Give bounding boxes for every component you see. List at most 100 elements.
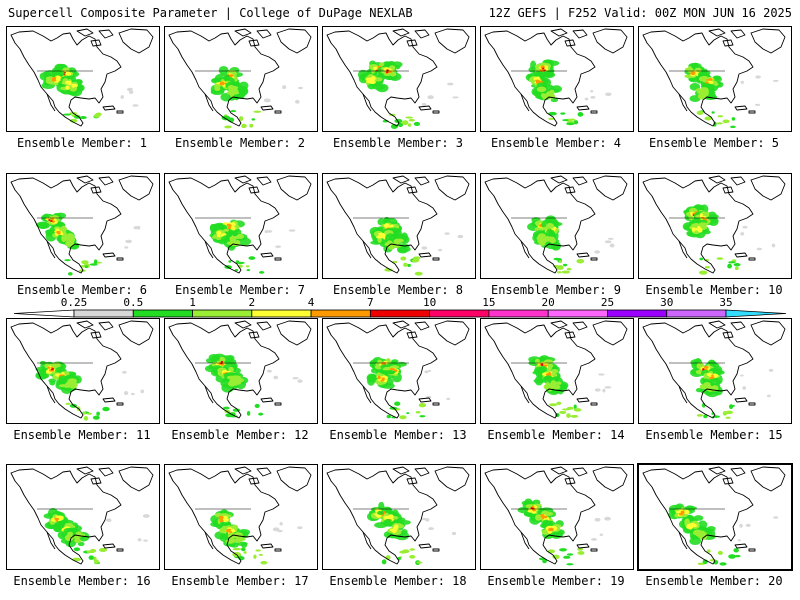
north-america-map	[326, 28, 470, 129]
ensemble-map-panel	[638, 26, 792, 132]
coastline-outline	[326, 466, 470, 565]
parameter-field	[527, 215, 615, 274]
north-america-map	[484, 175, 628, 274]
ensemble-map-panel	[6, 173, 160, 279]
legend-swatch	[132, 309, 193, 318]
north-america-map	[326, 320, 470, 420]
coastline-outline	[484, 320, 628, 419]
parameter-field	[210, 65, 303, 129]
coastline-outline	[10, 466, 154, 565]
ensemble-map-panel	[480, 318, 634, 424]
ensemble-map-panel	[638, 173, 792, 279]
ensemble-map-panel	[164, 26, 318, 132]
ensemble-member-label: Ensemble Member: 12	[171, 428, 309, 442]
ensemble-member-label: Ensemble Member: 5	[648, 136, 780, 150]
coastline-outline	[326, 175, 470, 274]
north-america-map	[484, 28, 628, 127]
coastline-outline	[484, 175, 628, 274]
parameter-field	[528, 355, 612, 418]
north-america-map	[642, 175, 786, 275]
coastline-outline	[168, 320, 312, 419]
ensemble-map-panel	[164, 173, 318, 279]
legend-tick-label: 7	[367, 296, 374, 309]
ensemble-map-panel	[322, 318, 476, 424]
north-america-map	[168, 175, 312, 274]
parameter-field	[43, 508, 150, 565]
legend-swatch	[666, 309, 727, 318]
legend-tick-label: 15	[482, 296, 495, 309]
ensemble-member-label: Ensemble Member: 19	[487, 574, 625, 588]
north-america-map	[484, 320, 628, 419]
ensemble-map-panel	[322, 173, 476, 279]
coastline-outline	[642, 466, 786, 565]
legend-swatch	[547, 309, 608, 318]
north-america-map	[642, 320, 786, 419]
legend-tick-label: 0.25	[61, 296, 88, 309]
parameter-field	[39, 63, 139, 123]
ensemble-member-label: Ensemble Member: 6	[16, 283, 148, 297]
ensemble-member-label: Ensemble Member: 15	[645, 428, 783, 442]
ensemble-member-label: Ensemble Member: 13	[329, 428, 467, 442]
north-america-map	[642, 466, 786, 566]
coastline-outline	[168, 466, 312, 565]
north-america-map	[168, 28, 312, 129]
north-america-map	[10, 320, 154, 421]
ensemble-member-label: Ensemble Member: 1	[16, 136, 148, 150]
north-america-map	[10, 175, 154, 276]
legend-swatch	[369, 309, 431, 318]
ensemble-map-panel	[638, 464, 792, 570]
ensemble-map-panel	[164, 464, 318, 570]
ensemble-map-panel	[638, 318, 792, 424]
legend-swatch	[251, 309, 312, 318]
parameter-field	[517, 498, 611, 566]
coastline-outline	[168, 28, 312, 127]
parameter-field	[369, 216, 464, 276]
coastline-outline	[484, 466, 628, 565]
legend-tick-label: 30	[660, 296, 673, 309]
north-america-map	[10, 466, 154, 565]
ensemble-member-label: Ensemble Member: 20	[645, 574, 783, 588]
legend-tick-label: 4	[308, 296, 315, 309]
coastline-outline	[10, 175, 154, 274]
parameter-field	[209, 219, 296, 274]
ensemble-member-label: Ensemble Member: 18	[329, 574, 467, 588]
ensemble-map-panel	[322, 464, 476, 570]
coastline-outline	[326, 320, 470, 419]
legend-swatch	[488, 309, 549, 318]
north-america-map	[168, 466, 312, 565]
north-america-map	[10, 28, 154, 127]
ensemble-member-label: Ensemble Member: 11	[13, 428, 151, 442]
parameter-field	[35, 212, 141, 276]
ensemble-map-panel	[480, 173, 634, 279]
coastline-outline	[642, 320, 786, 419]
coastline-outline	[642, 175, 786, 274]
coastline-outline	[168, 175, 312, 274]
coastline-outline	[326, 28, 470, 127]
legend-swatch	[607, 309, 668, 318]
ensemble-map-panel	[480, 26, 634, 132]
north-america-map	[326, 175, 470, 276]
legend-tick-label: 20	[542, 296, 555, 309]
ensemble-map-panel	[480, 464, 634, 570]
ensemble-member-label: Ensemble Member: 9	[490, 283, 622, 297]
parameter-field	[367, 501, 457, 566]
ensemble-member-label: Ensemble Member: 2	[174, 136, 306, 150]
ensemble-map-panel	[6, 318, 160, 424]
parameter-field	[210, 509, 303, 565]
ensemble-member-label: Ensemble Member: 3	[332, 136, 464, 150]
coastline-outline	[10, 320, 154, 419]
header-title: Supercell Composite Parameter | College …	[8, 6, 413, 20]
parameter-field	[366, 356, 451, 420]
north-america-map	[484, 466, 628, 566]
ensemble-map-panel	[164, 318, 318, 424]
legend-tick-label: 2	[249, 296, 256, 309]
legend-swatch	[192, 309, 253, 318]
ensemble-member-label: Ensemble Member: 10	[645, 283, 783, 297]
north-america-map	[642, 28, 786, 129]
legend-tick-label: 1	[189, 296, 196, 309]
parameter-field	[668, 503, 779, 566]
north-america-map	[326, 466, 470, 566]
legend-tick-label: 0.5	[123, 296, 143, 309]
ensemble-member-label: Ensemble Member: 17	[171, 574, 309, 588]
